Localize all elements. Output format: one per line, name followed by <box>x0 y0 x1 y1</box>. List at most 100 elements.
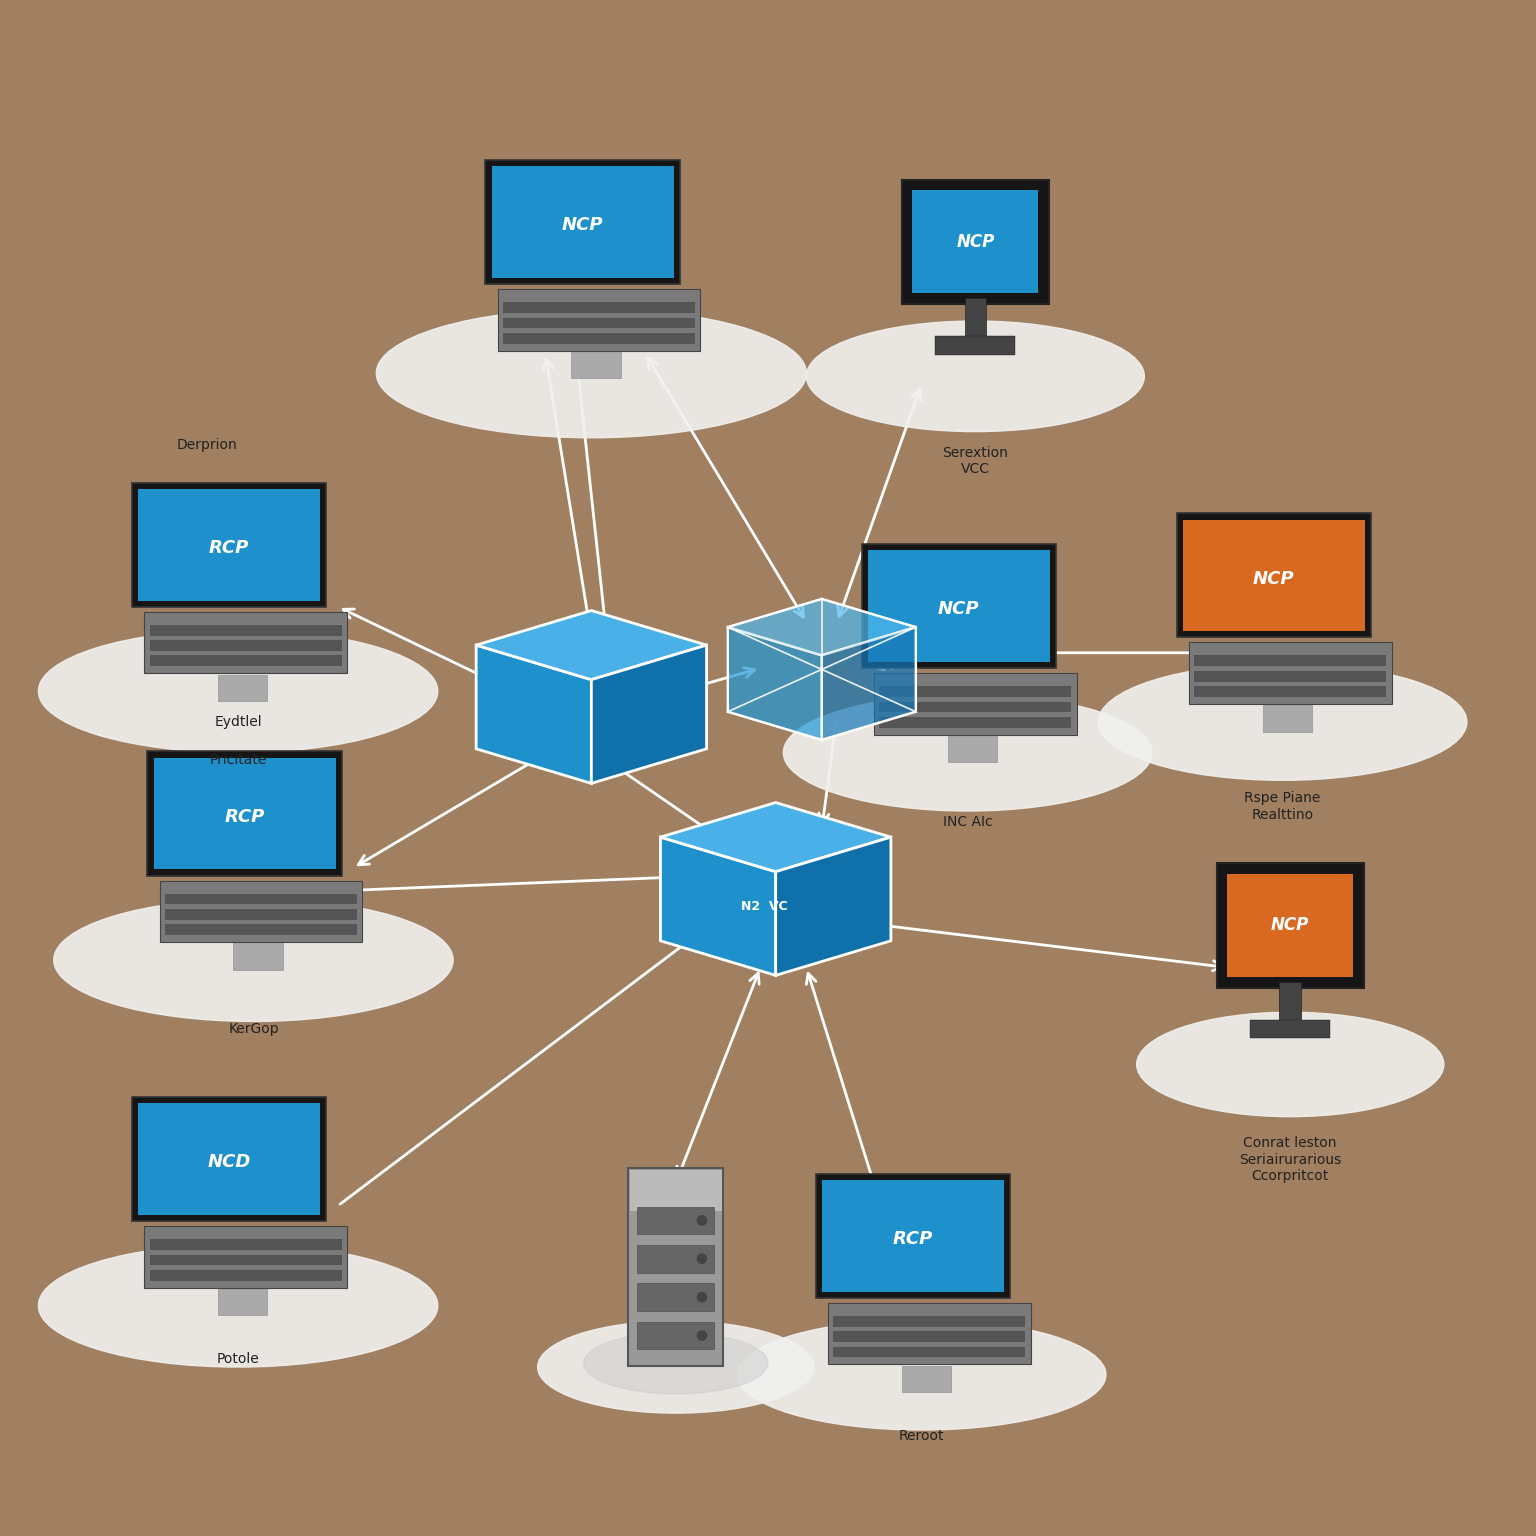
Ellipse shape <box>54 899 453 1021</box>
Polygon shape <box>485 160 679 284</box>
Ellipse shape <box>376 309 806 438</box>
Polygon shape <box>138 488 321 601</box>
Polygon shape <box>591 645 707 783</box>
FancyBboxPatch shape <box>1217 863 1364 988</box>
FancyBboxPatch shape <box>149 656 341 667</box>
FancyBboxPatch shape <box>504 318 694 329</box>
FancyBboxPatch shape <box>879 702 1072 713</box>
Polygon shape <box>492 166 673 278</box>
FancyBboxPatch shape <box>149 1255 341 1266</box>
FancyBboxPatch shape <box>218 1289 267 1315</box>
Ellipse shape <box>584 1333 768 1395</box>
Polygon shape <box>776 837 891 975</box>
Text: NCD: NCD <box>207 1154 250 1172</box>
Text: RCP: RCP <box>224 808 264 826</box>
Polygon shape <box>154 757 336 869</box>
Polygon shape <box>816 1174 1011 1298</box>
FancyBboxPatch shape <box>1263 705 1312 731</box>
FancyBboxPatch shape <box>1250 1020 1330 1038</box>
Circle shape <box>697 1293 707 1303</box>
FancyBboxPatch shape <box>498 289 700 350</box>
FancyBboxPatch shape <box>637 1284 714 1312</box>
Polygon shape <box>660 803 891 872</box>
FancyBboxPatch shape <box>1195 671 1387 682</box>
FancyBboxPatch shape <box>504 333 694 344</box>
FancyBboxPatch shape <box>1195 687 1387 697</box>
Ellipse shape <box>1098 664 1467 780</box>
FancyBboxPatch shape <box>833 1347 1026 1358</box>
Text: NCP: NCP <box>1253 570 1295 588</box>
FancyBboxPatch shape <box>637 1244 714 1272</box>
FancyBboxPatch shape <box>874 673 1077 734</box>
FancyBboxPatch shape <box>630 1170 722 1210</box>
FancyBboxPatch shape <box>571 352 621 378</box>
FancyBboxPatch shape <box>628 1169 723 1367</box>
FancyBboxPatch shape <box>166 925 356 935</box>
Text: NCP: NCP <box>938 601 980 619</box>
FancyBboxPatch shape <box>1227 874 1353 977</box>
FancyBboxPatch shape <box>149 625 341 636</box>
Circle shape <box>697 1253 707 1263</box>
FancyBboxPatch shape <box>504 303 694 313</box>
FancyBboxPatch shape <box>879 687 1072 697</box>
FancyBboxPatch shape <box>149 641 341 651</box>
FancyBboxPatch shape <box>833 1316 1026 1327</box>
Text: Potole: Potole <box>217 1352 260 1367</box>
Polygon shape <box>728 599 915 656</box>
FancyBboxPatch shape <box>965 298 986 339</box>
Text: NCP: NCP <box>562 217 604 235</box>
FancyBboxPatch shape <box>637 1207 714 1235</box>
Ellipse shape <box>806 321 1144 432</box>
Text: RCP: RCP <box>892 1230 932 1249</box>
FancyBboxPatch shape <box>144 1226 347 1287</box>
Ellipse shape <box>1137 1012 1444 1117</box>
FancyBboxPatch shape <box>144 611 347 673</box>
FancyBboxPatch shape <box>637 1321 714 1350</box>
Ellipse shape <box>38 1244 438 1367</box>
FancyBboxPatch shape <box>902 180 1049 304</box>
FancyBboxPatch shape <box>1195 656 1387 667</box>
Polygon shape <box>1183 519 1364 631</box>
FancyBboxPatch shape <box>828 1303 1031 1364</box>
Text: Pricitate: Pricitate <box>209 753 267 768</box>
FancyBboxPatch shape <box>166 894 356 905</box>
FancyBboxPatch shape <box>218 674 267 700</box>
Ellipse shape <box>38 630 438 753</box>
Ellipse shape <box>783 694 1152 811</box>
FancyBboxPatch shape <box>149 1240 341 1250</box>
Polygon shape <box>147 751 343 876</box>
Circle shape <box>697 1330 707 1339</box>
Polygon shape <box>132 482 327 607</box>
Polygon shape <box>1177 513 1370 637</box>
Text: Conrat leston
Seriairurarious
Ccorpritcot: Conrat leston Seriairurarious Ccorpritco… <box>1240 1137 1341 1183</box>
Text: INC AIc: INC AIc <box>943 814 992 829</box>
FancyBboxPatch shape <box>935 336 1015 355</box>
FancyBboxPatch shape <box>833 1332 1026 1342</box>
Text: KerGop: KerGop <box>229 1021 278 1037</box>
Polygon shape <box>868 550 1051 662</box>
FancyBboxPatch shape <box>149 1270 341 1281</box>
FancyBboxPatch shape <box>902 1366 951 1392</box>
Text: Rspe Piane
Realttino: Rspe Piane Realttino <box>1244 791 1321 822</box>
Text: N2  VC: N2 VC <box>740 900 788 912</box>
FancyBboxPatch shape <box>1189 642 1392 703</box>
Text: Serextion
VCC: Serextion VCC <box>943 445 1008 476</box>
Polygon shape <box>138 1103 321 1215</box>
FancyBboxPatch shape <box>233 943 283 969</box>
FancyBboxPatch shape <box>879 717 1072 728</box>
Polygon shape <box>822 1180 1005 1292</box>
Text: Derprion: Derprion <box>177 438 238 453</box>
FancyBboxPatch shape <box>948 736 997 762</box>
Text: NCP: NCP <box>1272 917 1309 934</box>
FancyBboxPatch shape <box>912 190 1038 293</box>
Polygon shape <box>132 1097 327 1221</box>
Polygon shape <box>476 610 707 680</box>
Text: NCP: NCP <box>957 233 994 250</box>
FancyBboxPatch shape <box>160 880 362 942</box>
Text: Reroot: Reroot <box>899 1428 945 1444</box>
Text: Eydtlel: Eydtlel <box>214 714 263 730</box>
Polygon shape <box>862 544 1057 668</box>
Polygon shape <box>822 627 915 740</box>
Ellipse shape <box>737 1319 1106 1430</box>
Polygon shape <box>660 837 776 975</box>
